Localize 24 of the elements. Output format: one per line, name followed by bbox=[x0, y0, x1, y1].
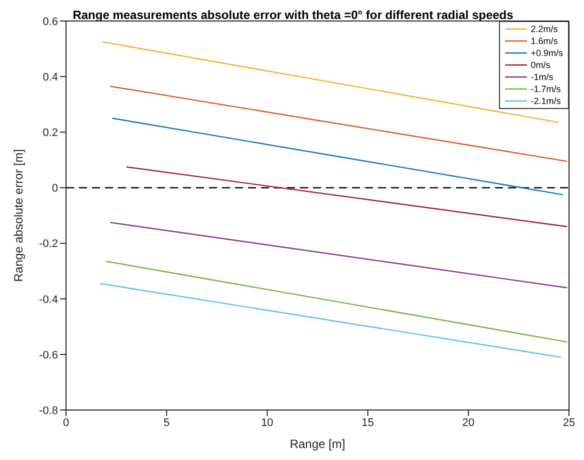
legend-label: 2.2m/s bbox=[530, 24, 558, 34]
y-axis-title: Range absolute error [m] bbox=[11, 149, 26, 282]
legend-label: -2.1m/s bbox=[530, 96, 561, 106]
x-tick-label: 10 bbox=[261, 416, 274, 429]
x-tick-label: 15 bbox=[362, 416, 374, 429]
x-axis-title: Range [m] bbox=[290, 437, 346, 451]
legend-label: +0.9m/s bbox=[530, 48, 563, 58]
legend-label: -1m/s bbox=[530, 72, 554, 82]
y-tick-label: -0.2 bbox=[39, 238, 58, 250]
chart-title: Range measurements absolute error with theta =0° for different radial speeds bbox=[72, 8, 514, 22]
y-tick-label: -0.6 bbox=[39, 349, 58, 362]
y-tick-label: 0.6 bbox=[42, 16, 58, 28]
y-tick-label: -0.4 bbox=[39, 294, 58, 306]
x-tick-label: 20 bbox=[462, 416, 475, 429]
y-tick-label: 0.4 bbox=[42, 71, 58, 84]
y-tick-label: 0.2 bbox=[42, 127, 58, 140]
y-tick-label: 0 bbox=[52, 182, 58, 195]
legend-label: 0m/s bbox=[530, 60, 550, 70]
x-tick-label: 0 bbox=[62, 416, 70, 429]
legend-label: 1.6m/s bbox=[530, 36, 558, 46]
x-tick-label: 5 bbox=[164, 416, 170, 429]
x-tick-label: 25 bbox=[562, 416, 576, 429]
y-tick-label: -0.8 bbox=[39, 404, 58, 417]
legend-label: -1.7m/s bbox=[530, 84, 561, 94]
